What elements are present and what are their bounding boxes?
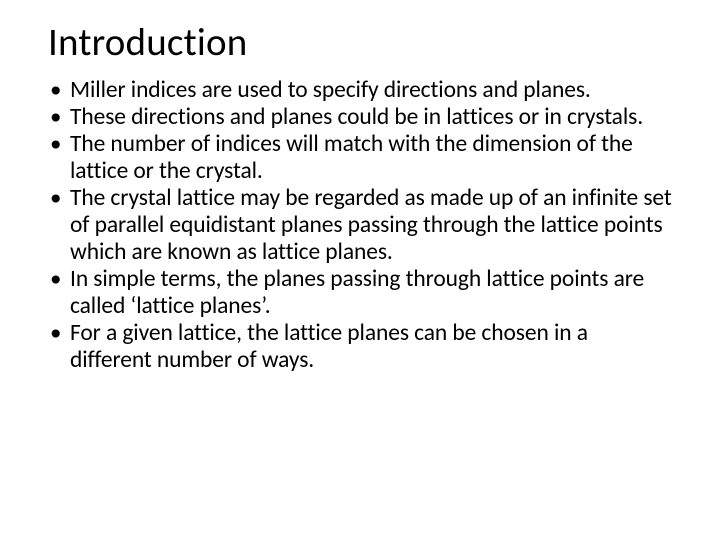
bullet-item: Miller indices are used to specify direc… — [48, 77, 672, 104]
slide: Introduction Miller indices are used to … — [0, 0, 720, 540]
bullet-item: The number of indices will match with th… — [48, 131, 672, 185]
bullet-item: The crystal lattice may be regarded as m… — [48, 185, 672, 266]
slide-title: Introduction — [48, 22, 672, 65]
bullet-item: In simple terms, the planes passing thro… — [48, 266, 672, 320]
bullet-item: For a given lattice, the lattice planes … — [48, 320, 672, 374]
bullet-item: These directions and planes could be in … — [48, 104, 672, 131]
bullet-list: Miller indices are used to specify direc… — [48, 77, 672, 374]
